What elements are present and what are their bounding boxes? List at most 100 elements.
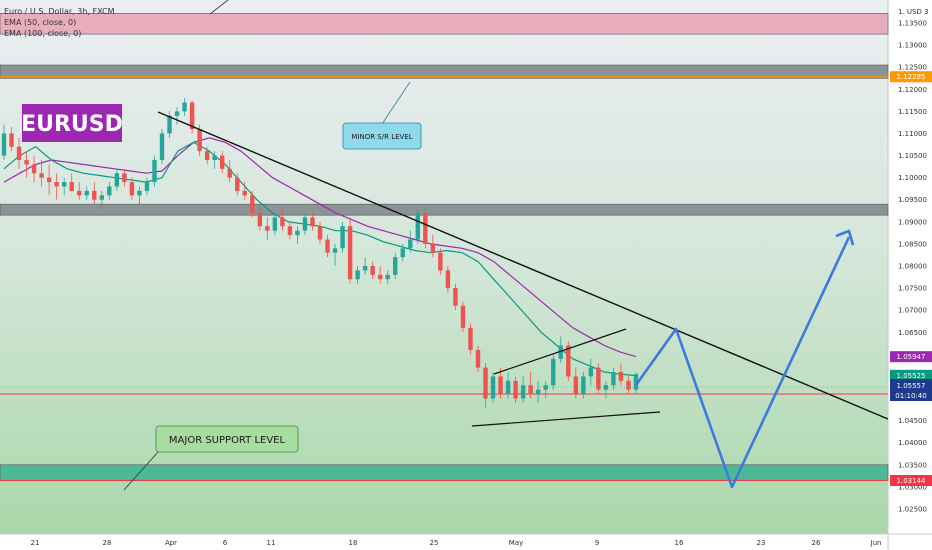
candle-body — [77, 190, 82, 196]
price-tick-label: 1.09500 — [898, 196, 927, 204]
candle-body — [430, 243, 436, 253]
ema-100-path[interactable] — [3, 137, 637, 358]
price-tick-label: 1.13000 — [898, 42, 927, 50]
zone-major-support[interactable] — [0, 464, 889, 481]
ema-50-legend[interactable]: EMA (50, close, 0) — [4, 18, 76, 27]
candle-body — [1, 133, 7, 156]
major-support-pointer — [123, 451, 159, 491]
date-tick-label: 11 — [267, 539, 276, 547]
zone-upper-resistance[interactable] — [0, 64, 889, 79]
candle-body — [302, 217, 308, 231]
price-tick-label: 1.12500 — [898, 64, 927, 72]
candle-body — [362, 266, 368, 271]
candle-body — [377, 274, 383, 280]
candle-body — [626, 380, 631, 390]
triangle-upper-line[interactable] — [493, 328, 627, 375]
candle-body — [84, 190, 89, 196]
candle-body — [257, 212, 263, 227]
candle-body — [543, 385, 548, 390]
candle-body — [235, 177, 240, 191]
price-tick-label: 1.10500 — [898, 152, 927, 160]
candle-body — [498, 376, 503, 395]
date-tick-label: 23 — [757, 539, 766, 547]
candle-body — [596, 367, 601, 390]
price-tick-label: 1.13500 — [898, 20, 927, 28]
candle-body — [393, 257, 398, 275]
price-tick-label: 1.02500 — [898, 505, 927, 513]
candle-body — [167, 115, 172, 134]
price-tick-label: 1.04500 — [898, 417, 927, 425]
current-price-tag — [890, 379, 932, 401]
candle-body — [581, 376, 586, 395]
candle-body — [528, 385, 533, 395]
candle-body — [9, 133, 14, 147]
candle-body — [490, 376, 496, 399]
candle-body — [144, 182, 150, 191]
descending-trendline[interactable] — [157, 111, 889, 420]
candle-body — [505, 380, 511, 395]
price-axis-unit: 1. USD 3 — [898, 8, 929, 16]
zone-minor-sr[interactable] — [0, 203, 889, 216]
candle-body — [475, 349, 481, 368]
date-tick-label: 6 — [223, 539, 228, 547]
date-tick-label: 28 — [103, 539, 112, 547]
date-tick-label: Apr — [165, 539, 177, 547]
candle-body — [317, 226, 323, 240]
candle-body — [227, 168, 232, 178]
candle-body — [107, 186, 112, 196]
candle-body — [460, 305, 466, 328]
price-tick-label: 1.04000 — [898, 439, 927, 447]
price-tick-label: 1.03500 — [898, 461, 927, 469]
candle-body — [370, 266, 375, 275]
candle-body — [265, 226, 270, 231]
minor-sr-pointer — [381, 81, 411, 125]
candle-body — [129, 182, 135, 196]
time-axis-background[interactable] — [0, 534, 932, 550]
price-tick-label: 1.09000 — [898, 218, 927, 226]
price-axis-ticks: 1.13500 1.13000 1.12500 1.12000 1.11500 1.110… — [898, 20, 927, 514]
triangle-lower-line[interactable] — [471, 411, 661, 427]
candle-body — [558, 345, 563, 359]
candle-body — [272, 217, 278, 231]
candle-body — [408, 239, 413, 249]
candle-body — [242, 190, 247, 196]
candle-body — [31, 164, 37, 174]
projection-arrowhead — [835, 229, 855, 246]
major-support-label: MAJOR SUPPORT LEVEL — [169, 435, 286, 446]
price-tag — [890, 475, 932, 487]
candle-body — [520, 385, 526, 399]
price-axis-background[interactable] — [888, 0, 932, 534]
candle-body — [137, 190, 142, 196]
candle-body — [483, 367, 488, 399]
minor-sr-callout[interactable] — [342, 122, 422, 150]
price-tag-label: 1.03144 — [897, 477, 926, 485]
candle-body — [212, 155, 217, 160]
price-tick-label: 1.11000 — [898, 130, 927, 138]
candle-body — [535, 389, 541, 395]
candle-body — [189, 102, 195, 130]
candle-body — [174, 111, 180, 116]
price-tag — [890, 71, 932, 83]
major-support-callout[interactable] — [155, 425, 299, 453]
candle-body — [438, 252, 443, 271]
symbol-badge — [22, 104, 122, 142]
candle-body — [445, 270, 451, 289]
price-tick-label: 1.08000 — [898, 263, 927, 271]
projection-path[interactable] — [634, 236, 851, 489]
candle-body — [355, 270, 360, 280]
bar-countdown: 01:10:40 — [895, 392, 926, 400]
candle-body — [603, 385, 609, 390]
date-tick-label: 18 — [349, 539, 358, 547]
zone-top-resistance[interactable] — [0, 13, 889, 35]
candle-body — [423, 212, 428, 244]
date-tick-label: 9 — [595, 539, 599, 547]
candle-body — [295, 230, 300, 236]
date-tick-label: 21 — [31, 539, 40, 547]
candle-body — [114, 173, 120, 187]
time-axis-ticks: 21 28 Apr 6 11 18 25 May 9 16 23 26 Jun — [31, 539, 882, 547]
ema-100-legend[interactable]: EMA (100, close, 0) — [4, 29, 81, 38]
candle-body — [400, 248, 405, 258]
candle-body — [611, 372, 616, 386]
symbol-legend[interactable]: Euro / U.S. Dollar, 3h, FXCM — [4, 7, 115, 16]
